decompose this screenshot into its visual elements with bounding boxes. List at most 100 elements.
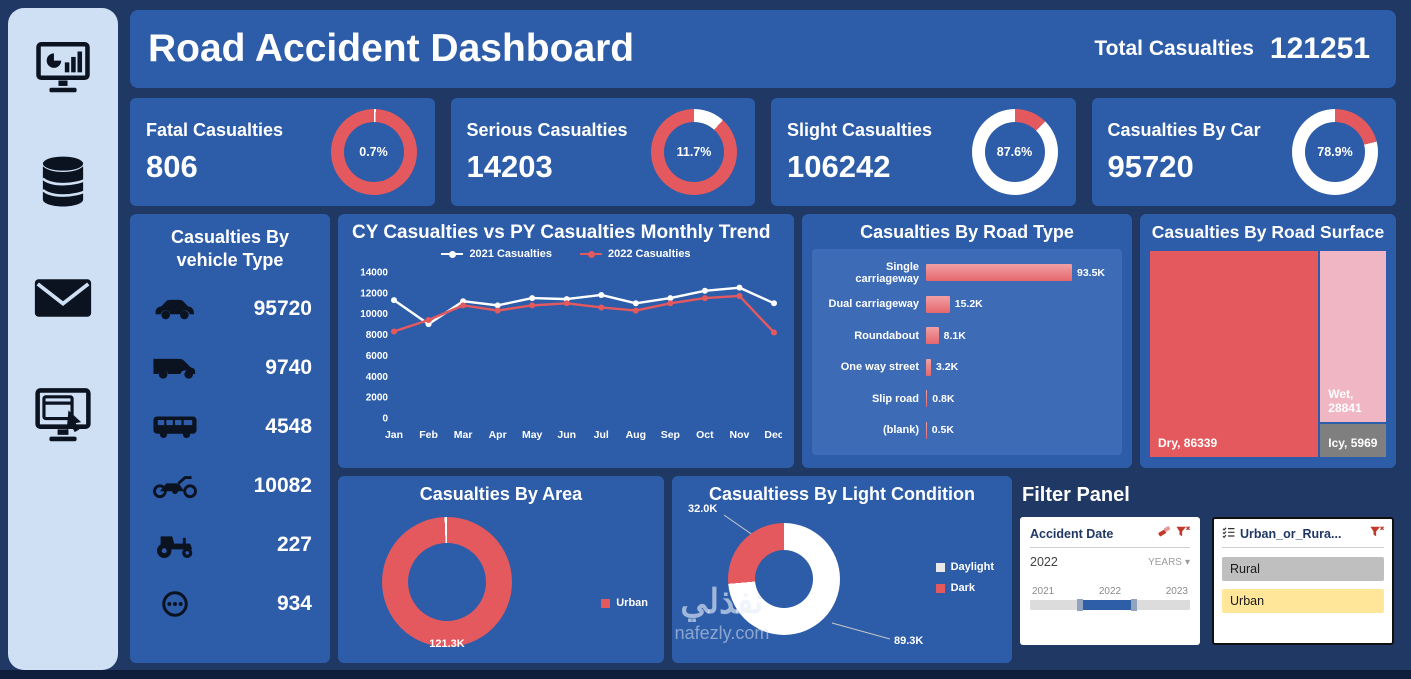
trend-chart-title: CY Casualties vs PY Casualties Monthly T… <box>352 222 771 243</box>
svg-text:6000: 6000 <box>366 351 389 362</box>
road-type-category-label: Dual carriageway <box>828 298 920 311</box>
light-legend: Daylight Dark <box>935 561 994 594</box>
line-marker-icon <box>441 250 464 259</box>
kpi-donut[interactable]: 0.7% <box>330 109 417 195</box>
legend-swatch-icon <box>601 598 611 608</box>
kpi-card-fatal: Fatal Casualties 806 0.7% <box>130 98 435 206</box>
date-granularity-dropdown[interactable]: YEARS ▾ <box>1148 557 1190 568</box>
web-monitor-icon <box>32 385 94 448</box>
area-legend[interactable]: Urban <box>601 597 648 609</box>
road-type-bar[interactable] <box>926 264 1072 282</box>
vehicle-panel-title: Casualties By vehicle Type <box>170 227 290 270</box>
road-type-row[interactable]: (blank) 0.5K <box>820 415 1114 447</box>
sidebar-analytics-button[interactable] <box>28 36 98 100</box>
slicer-option-urban[interactable]: Urban <box>1222 589 1384 613</box>
slider-handle-left[interactable] <box>1076 599 1083 611</box>
filter-funnel-icon[interactable] <box>1176 525 1191 543</box>
legend-item-2021[interactable]: 2021 Casualties <box>441 248 552 260</box>
total-casualties-label: Total Casualties <box>1094 37 1254 60</box>
kpi-value: 106242 <box>787 148 891 184</box>
legend-label: Urban <box>616 597 648 609</box>
trend-line-chart[interactable]: 0 2000 4000 6000 8000 10000 12000 14000 Jan Feb Ma… <box>350 262 782 454</box>
road-type-title: Casualties By Road Type <box>860 222 1074 242</box>
svg-text:Jul: Jul <box>594 429 609 441</box>
year-label: 2021 <box>1032 586 1055 597</box>
kpi-card-slight: Slight Casualties 106242 87.6% <box>771 98 1076 206</box>
svg-text:Jan: Jan <box>385 429 403 441</box>
road-type-row[interactable]: Single carriageway 93.5K <box>820 257 1114 289</box>
road-type-row[interactable]: Roundabout 8.1K <box>820 320 1114 352</box>
treemap-tile-wet[interactable]: Wet, 28841 <box>1320 251 1386 422</box>
vehicle-row-van[interactable]: 9740 <box>140 338 320 397</box>
road-type-bar[interactable] <box>926 421 927 439</box>
analytics-icon <box>32 37 94 100</box>
dark-value-label: 32.0K <box>688 503 718 515</box>
sidebar-database-button[interactable] <box>28 152 98 216</box>
kpi-card-serious: Serious Casualties 14203 11.7% <box>450 98 755 206</box>
svg-text:Apr: Apr <box>489 429 507 441</box>
kpi-donut[interactable]: 11.7% <box>651 109 737 195</box>
database-icon <box>35 153 91 216</box>
road-surface-title: Casualties By Road Surface <box>1151 222 1385 242</box>
svg-text:12000: 12000 <box>360 288 388 299</box>
slider-selected-range[interactable] <box>1079 600 1134 610</box>
light-donut-chart[interactable] <box>728 523 840 635</box>
slider-handle-right[interactable] <box>1131 599 1137 611</box>
sidebar-web-button[interactable] <box>28 384 98 448</box>
svg-text:4000: 4000 <box>366 372 389 383</box>
vehicle-row-car[interactable]: 95720 <box>140 279 320 338</box>
svg-text:10000: 10000 <box>360 309 388 320</box>
line-marker-icon <box>580 250 602 259</box>
clear-filter-icon[interactable] <box>1158 525 1171 543</box>
road-type-bar[interactable] <box>926 327 939 345</box>
road-type-row[interactable]: Slip road 0.8K <box>820 383 1114 415</box>
kpi-card-by-car: Casualties By Car 95720 78.9% <box>1091 98 1396 206</box>
kpi-title: Serious Casualties <box>466 119 628 140</box>
date-range-slider[interactable] <box>1030 599 1190 611</box>
vehicle-row-motorcycle[interactable]: 10082 <box>140 456 320 515</box>
kpi-donut-label: 78.9% <box>1317 145 1353 159</box>
kpi-title: Fatal Casualties <box>146 119 284 140</box>
kpi-donut-label: 11.7% <box>676 145 712 159</box>
slicer-option-rural[interactable]: Rural <box>1222 557 1384 581</box>
kpi-value: 806 <box>146 148 198 184</box>
legend-item-2022[interactable]: 2022 Casualties <box>580 248 691 260</box>
area-donut-chart[interactable]: 121.3K <box>382 517 512 650</box>
vehicle-row-other[interactable]: 934 <box>140 574 320 633</box>
road-type-value-label: 3.2K <box>935 361 959 374</box>
road-type-bar[interactable] <box>926 358 931 376</box>
motorcycle-icon <box>148 472 202 499</box>
legend-item-daylight[interactable]: Daylight <box>935 561 994 573</box>
treemap-tile-dry[interactable]: Dry, 86339 <box>1150 251 1319 457</box>
road-type-row[interactable]: Dual carriageway 15.2K <box>820 289 1114 321</box>
svg-text:8000: 8000 <box>366 330 389 341</box>
road-type-bar[interactable] <box>926 295 950 313</box>
area-title: Casualties By Area <box>419 484 583 504</box>
kpi-title: Slight Casualties <box>787 119 933 140</box>
kpi-donut[interactable]: 87.6% <box>971 109 1058 195</box>
road-type-row[interactable]: One way street 3.2K <box>820 352 1114 384</box>
treemap-tile-icy[interactable]: Icy, 5969 <box>1320 423 1386 457</box>
filter-funnel-icon[interactable] <box>1370 525 1385 543</box>
legend-label: Daylight <box>950 561 994 573</box>
svg-text:Oct: Oct <box>696 429 714 441</box>
total-casualties: Total Casualties 121251 <box>1094 32 1370 66</box>
daylight-value-label: 89.3K <box>894 635 924 647</box>
date-selected-value[interactable]: 2022 <box>1030 555 1058 569</box>
vehicle-row-agricultural[interactable]: 227 <box>140 515 320 574</box>
road-type-value-label: 93.5K <box>1077 266 1106 279</box>
vehicle-row-bus[interactable]: 4548 <box>140 397 320 456</box>
road-type-bar[interactable] <box>926 390 928 408</box>
sidebar-mail-button[interactable] <box>28 268 98 332</box>
road-type-bar-chart: Single carriageway 93.5K Dual carriageway 1… <box>812 249 1122 455</box>
road-type-category-label: Slip road <box>871 392 919 405</box>
road-type-category-label: One way street <box>840 361 919 374</box>
svg-text:Nov: Nov <box>730 429 750 441</box>
road-type-panel: Casualties By Road Type Single carriagew… <box>802 214 1132 468</box>
year-label: 2022 <box>1098 586 1122 597</box>
kpi-value: 95720 <box>1107 148 1194 184</box>
kpi-donut[interactable]: 78.9% <box>1292 109 1378 195</box>
trend-legend: 2021 Casualties 2022 Casualties <box>350 248 782 260</box>
legend-item-dark[interactable]: Dark <box>935 582 994 594</box>
urban-rural-slicer: Urban_or_Rura... Rural Urban <box>1212 517 1394 645</box>
